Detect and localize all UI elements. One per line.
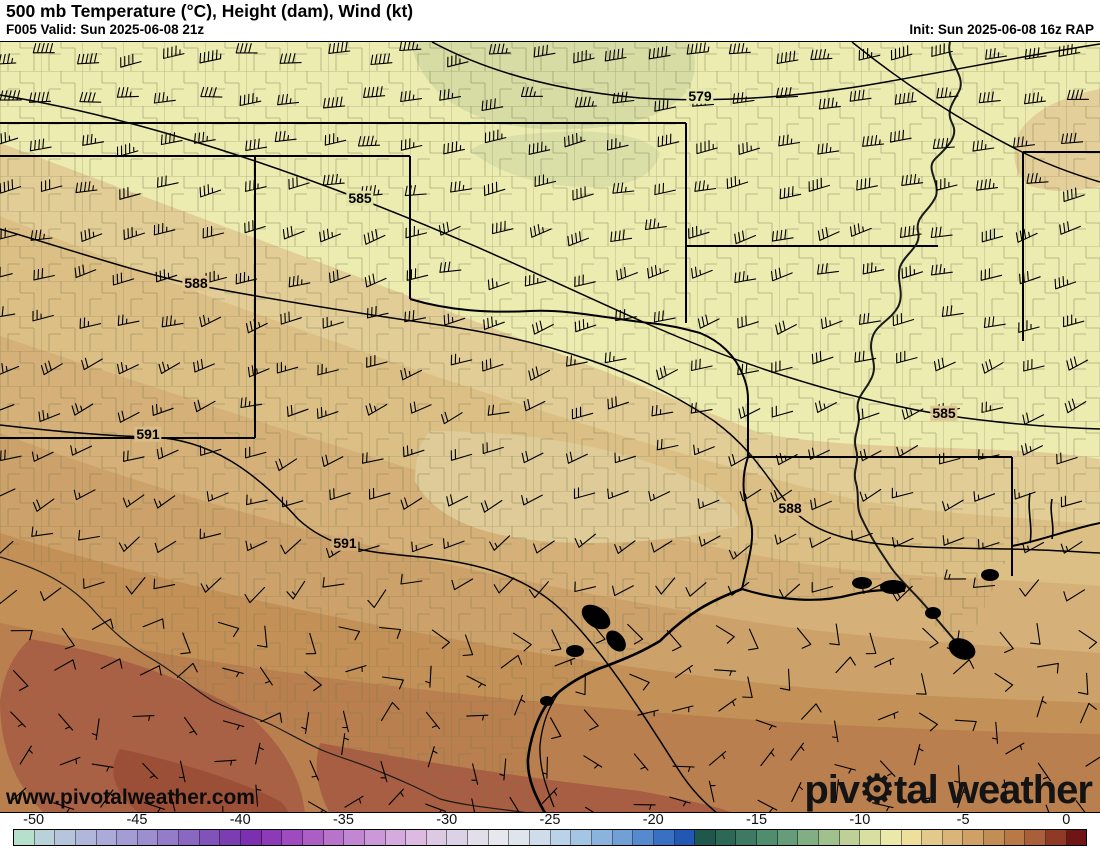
valid-time-label: F005 Valid: Sun 2025-06-08 21z bbox=[6, 22, 205, 37]
watermark-url: www.pivotalweather.com bbox=[6, 786, 255, 809]
colorbar-segment bbox=[199, 830, 221, 845]
colorbar-segment bbox=[323, 830, 345, 845]
colorbar-tick-label: -50 bbox=[23, 812, 45, 828]
colorbar-segment bbox=[777, 830, 799, 845]
contour-579 bbox=[431, 42, 1100, 101]
colorbar-tick-label: -30 bbox=[436, 812, 458, 828]
colorbar-segment bbox=[736, 830, 758, 845]
mississippi-river bbox=[853, 42, 963, 650]
colorbar-tick-label: -5 bbox=[956, 812, 970, 828]
colorbar-segment bbox=[117, 830, 138, 845]
colorbar-tick-label: -20 bbox=[642, 812, 664, 828]
colorbar-segment bbox=[241, 830, 262, 845]
colorbar-segment bbox=[798, 830, 819, 845]
colorbar-segment bbox=[695, 830, 716, 845]
colorbar-tick-label: -45 bbox=[126, 812, 148, 828]
colorbar-tick-label: -10 bbox=[849, 812, 871, 828]
bays-marsh-layer bbox=[540, 569, 999, 706]
map-area: 579 585 588 591 585 588 591 www.pivotalweather… bbox=[0, 41, 1100, 813]
colorbar-segment bbox=[880, 830, 902, 845]
colorbar-segment bbox=[591, 830, 613, 845]
colorbar-segment bbox=[942, 830, 964, 845]
colorbar-segment bbox=[75, 830, 97, 845]
colorbar-segment bbox=[96, 830, 118, 845]
colorbar-segment bbox=[633, 830, 654, 845]
colorbar-segment bbox=[530, 830, 551, 845]
colorbar-segment bbox=[509, 830, 531, 845]
colorbar-segment bbox=[860, 830, 881, 845]
logo-text-pre: piv bbox=[804, 768, 860, 812]
colorbar-segment bbox=[220, 830, 242, 845]
logo-text-post: tal weather bbox=[894, 768, 1093, 812]
colorbar-segment bbox=[612, 830, 634, 845]
weather-map-svg bbox=[0, 42, 1100, 812]
wind-barbs-path bbox=[0, 42, 1100, 812]
colorbar-segment bbox=[158, 830, 180, 845]
colorbar-tick-label: -15 bbox=[746, 812, 768, 828]
colorbar-segment bbox=[963, 830, 985, 845]
colorbar-segment bbox=[818, 830, 840, 845]
colorbar-segment bbox=[468, 830, 489, 845]
colorbar-segment bbox=[1025, 830, 1047, 845]
colorbar-segment bbox=[137, 830, 159, 845]
colorbar-segment bbox=[715, 830, 737, 845]
colorbar-tick-label: -25 bbox=[539, 812, 561, 828]
colorbar-segment bbox=[1046, 830, 1067, 845]
colorbar-segment bbox=[34, 830, 56, 845]
colorbar-segment bbox=[14, 830, 35, 845]
colorbar bbox=[13, 829, 1087, 846]
gear-icon: ⚙ bbox=[859, 768, 895, 812]
colorbar-segment bbox=[447, 830, 469, 845]
colorbar-segment bbox=[302, 830, 324, 845]
contour-582 bbox=[851, 42, 1100, 183]
coastline-layer bbox=[526, 492, 1100, 812]
colorbar-segment bbox=[653, 830, 675, 845]
header: 500 mb Temperature (°C), Height (dam), W… bbox=[0, 0, 1100, 41]
colorbar-segment bbox=[344, 830, 365, 845]
colorbar-segment bbox=[674, 830, 696, 845]
colorbar-tick-label: 0 bbox=[1062, 812, 1071, 828]
colorbar-segment bbox=[406, 830, 427, 845]
colorbar-ticks: -50 -45 -40 -35 -30 -25 -20 -15 -10 -5 0 bbox=[0, 812, 1100, 829]
colorbar-segment bbox=[261, 830, 283, 845]
colorbar-segment bbox=[55, 830, 76, 845]
colorbar-segment bbox=[571, 830, 592, 845]
colorbar-segment bbox=[984, 830, 1005, 845]
wind-barbs-layer bbox=[0, 42, 1100, 812]
colorbar-segment bbox=[922, 830, 943, 845]
colorbar-segment bbox=[426, 830, 448, 845]
init-time-label: Init: Sun 2025-06-08 16z RAP bbox=[909, 22, 1094, 37]
colorbar-segment bbox=[179, 830, 200, 845]
colorbar-tick-label: -35 bbox=[332, 812, 354, 828]
colorbar-segment bbox=[364, 830, 386, 845]
contour-585 bbox=[0, 94, 1100, 430]
colorbar-segment bbox=[757, 830, 778, 845]
rivers-layer bbox=[0, 42, 963, 812]
map-title: 500 mb Temperature (°C), Height (dam), W… bbox=[6, 1, 414, 21]
colorbar-segment bbox=[839, 830, 861, 845]
colorbar-segment bbox=[1066, 830, 1087, 845]
rio-grande-river bbox=[0, 556, 527, 812]
colorbar-segment bbox=[550, 830, 572, 845]
colorbar-segment bbox=[488, 830, 510, 845]
colorbar-segment bbox=[901, 830, 923, 845]
county-lines-layer bbox=[0, 42, 1100, 812]
colorbar-segment bbox=[385, 830, 407, 845]
pivotal-weather-logo: piv⚙tal weather bbox=[804, 768, 1093, 812]
colorbar-segment bbox=[282, 830, 303, 845]
colorbar-segment bbox=[1004, 830, 1026, 845]
colorbar-tick-label: -40 bbox=[229, 812, 251, 828]
